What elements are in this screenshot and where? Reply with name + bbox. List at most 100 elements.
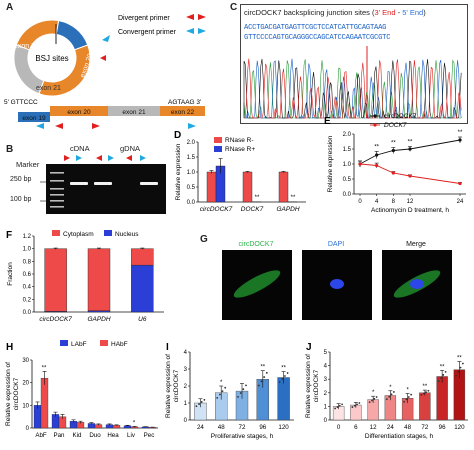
y-tick-label: 0.0 (23, 310, 32, 316)
significance-mark: ** (423, 384, 428, 390)
gel-primer-arrow (76, 155, 82, 161)
x-tick-label: Hea (107, 432, 119, 439)
y-tick-label: 1.0 (23, 247, 32, 253)
linear-exon (18, 112, 50, 122)
bar (277, 377, 290, 421)
y-axis-label: Relative expression of (5, 362, 12, 426)
fluorescence-images: circDOCK7 DAPI Merge (222, 241, 452, 320)
x-tick-label: U6 (138, 316, 147, 323)
legend-arrow-left (186, 28, 194, 34)
junction-title-suffix: ) (423, 8, 426, 17)
y-axis-label: circDOCK7 (313, 369, 320, 402)
ladder-band (50, 200, 64, 202)
y-tick-label: 0.5 (187, 185, 196, 191)
panel-g: G circDOCK7 DAPI Merge (200, 232, 474, 332)
replicate-dot (390, 393, 393, 396)
data-point (408, 147, 412, 151)
nucleus-blue (410, 279, 424, 289)
ring-label-exon19: exon 19 (68, 18, 93, 25)
y-tick-label: 4 (184, 350, 188, 356)
significance-mark: ** (440, 364, 445, 370)
gel-band (94, 182, 112, 185)
bar (206, 171, 217, 203)
significance-mark: ** (291, 195, 296, 201)
junction-title: circDOCK7 backsplicing junction sites (3… (244, 8, 426, 17)
legend-label: circDOCK7 (384, 113, 417, 120)
x-tick-label: AbF (35, 432, 47, 439)
replicate-dot (385, 398, 388, 400)
legend-arrow-right (198, 14, 206, 20)
y-tick-label: 1.0 (343, 162, 352, 168)
marker-label: Marker (16, 160, 40, 169)
significance-mark: ** (255, 195, 260, 201)
replicate-dot (425, 391, 427, 394)
y-tick-label: 2.0 (187, 140, 196, 146)
significance-mark: * (372, 390, 375, 396)
linear-exon-label: exon 21 (122, 109, 146, 116)
data-point (391, 171, 395, 175)
x-axis-label: Differentiation stages, h (365, 433, 434, 440)
significance-mark: ** (260, 365, 265, 371)
y-tick-label: 3 (184, 367, 188, 373)
gel-band (70, 182, 88, 185)
bar (436, 376, 448, 421)
x-tick-label: 6 (354, 424, 358, 431)
replicate-dot (440, 377, 442, 379)
bar (242, 171, 253, 203)
significance-mark: ** (458, 130, 463, 136)
replicate-dot (336, 406, 339, 408)
significance-mark: ** (281, 366, 286, 372)
legend-label: Nucleus (115, 231, 139, 238)
replicate-dot (221, 390, 224, 392)
y-tick-label: 20 (22, 381, 29, 387)
y-tick-label: 10 (22, 403, 29, 409)
panel-label: E (324, 116, 331, 127)
x-tick-label: GAPDH (276, 206, 299, 213)
replicate-dot (461, 362, 464, 365)
significance-mark: * (389, 385, 392, 391)
panel-label-b: B (6, 144, 14, 155)
replicate-dot (237, 395, 239, 398)
y-tick-label: 5 (324, 350, 328, 356)
significance-mark: ** (374, 144, 379, 150)
linear-5-end: 5' GTTCCC (4, 99, 38, 106)
panel-f: F 0.0 0.2 0.4 0.6 0.8 1.0 1.2 Fraction circDOCK7 G… (0, 224, 180, 334)
data-point (375, 153, 379, 157)
legend-label: RNase R- (225, 137, 254, 144)
y-tick-label: 2 (184, 384, 188, 390)
y-tick-label: 30 (22, 358, 29, 364)
x-tick-label: Pec (144, 432, 155, 439)
replicate-dot (263, 376, 266, 378)
y-tick-label: 0.5 (343, 177, 352, 183)
x-tick-label: 120 (278, 424, 289, 431)
y-tick-label: 1.2 (23, 234, 32, 240)
x-tick-label: Pan (53, 432, 65, 439)
y-axis-label: Relative expression (175, 143, 182, 200)
panel-e: E 0.0 0.5 1.0 1.5 2.0 Relative expression Actin… (318, 110, 474, 228)
legend-label: Cytoplasm (63, 231, 94, 238)
linear-exon-label: exon 19 (22, 115, 46, 122)
replicate-dot (265, 371, 268, 374)
replicate-dot (260, 380, 263, 383)
bar (278, 171, 289, 203)
legend-label: HAbF (111, 341, 128, 348)
replicate-dot (368, 401, 371, 404)
data-point (391, 148, 395, 153)
y-tick-label: 0 (324, 418, 328, 424)
replicate-dot (338, 404, 341, 407)
replicate-dot (442, 374, 445, 376)
gel-band (140, 182, 158, 185)
panel-c: C circDOCK7 backsplicing junction sites … (222, 0, 474, 135)
stacked-bar (87, 248, 111, 311)
x-tick-label: 24 (197, 424, 204, 431)
linear-exon (160, 106, 205, 116)
significance-mark: ** (408, 140, 413, 146)
y-tick-label: 2.0 (343, 132, 352, 138)
legend-label: DOCK7 (384, 122, 407, 129)
significance-mark: ** (42, 365, 47, 371)
x-tick-label: circDOCK7 (200, 206, 233, 213)
chromatogram-trace (244, 58, 462, 119)
significance-mark: * (406, 387, 409, 393)
gel-primer-arrow (108, 155, 114, 161)
